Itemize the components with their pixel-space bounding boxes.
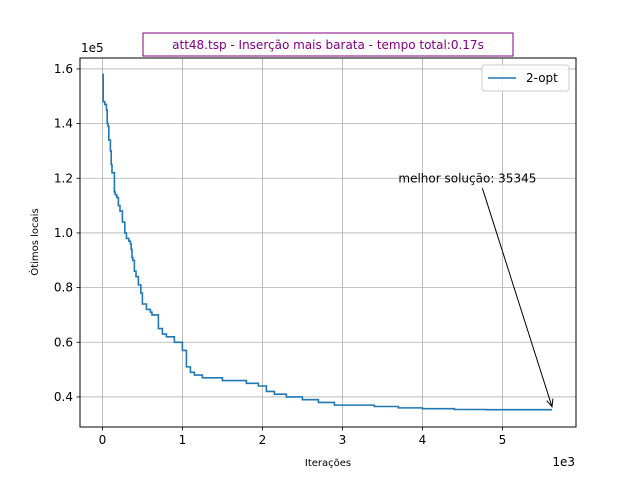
x-tick-label: 0 (99, 433, 107, 447)
x-axis-label: Iterações (305, 458, 351, 469)
chart-title: att48.tsp - Inserção mais barata - tempo… (172, 38, 484, 52)
best-solution-annotation: melhor solução: 35345 (398, 171, 554, 408)
y-tick-label: 0.4 (54, 390, 73, 404)
annotation-text: melhor solução: 35345 (398, 171, 536, 185)
annotation-arrow (481, 188, 553, 407)
legend: 2-opt (481, 64, 570, 92)
y-tick-label: 1.0 (54, 226, 73, 240)
annotation-arrowhead (546, 398, 554, 408)
x-tick-label: 2 (259, 433, 267, 447)
series-layer (102, 73, 552, 411)
grid (80, 58, 576, 427)
y-offset-label: 1e5 (81, 41, 104, 55)
y-tick-label: 1.4 (54, 117, 73, 131)
legend-label-2-opt: 2-opt (526, 71, 558, 85)
axis-ticks: 0 1 2 3 4 5 0.4 0.6 0.8 1.0 1.2 1.4 1.6 (54, 62, 506, 447)
y-tick-label: 0.8 (54, 281, 73, 295)
title-box (142, 32, 514, 57)
x-tick-label: 5 (499, 433, 507, 447)
series-line-2-opt (102, 73, 552, 411)
x-tick-label: 3 (339, 433, 347, 447)
x-offset-label: 1e3 (552, 455, 575, 469)
y-tick-label: 1.2 (54, 171, 73, 185)
legend-box (481, 64, 570, 92)
y-tick-label: 0.6 (54, 335, 73, 349)
y-tick-label: 1.6 (54, 62, 73, 76)
plot-frame (79, 57, 577, 428)
x-tick-label: 1 (179, 433, 187, 447)
x-tick-label: 4 (419, 433, 427, 447)
y-axis-label: Ótimos locais (28, 208, 41, 275)
